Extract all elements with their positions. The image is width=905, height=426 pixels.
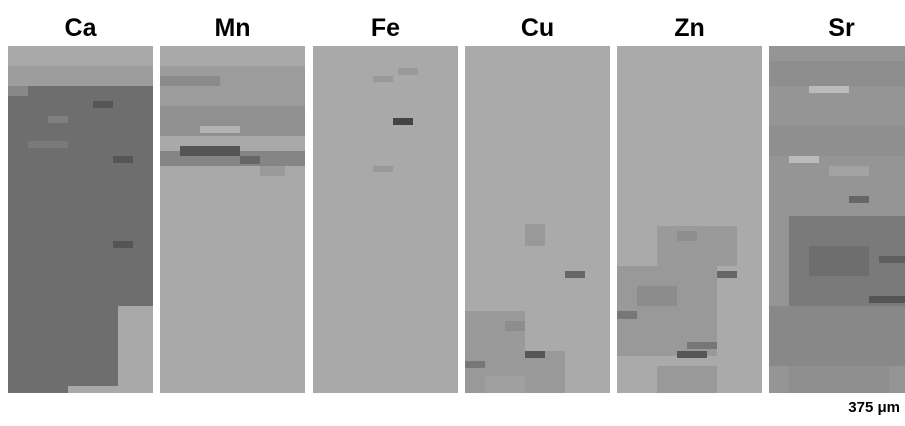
map-pixel-block (525, 351, 545, 358)
element-maps (8, 46, 905, 393)
map-pixel-block (240, 156, 260, 164)
map-pixel-block (113, 156, 133, 163)
element-map (465, 46, 610, 393)
map-pixel-block (869, 296, 905, 303)
panel-label: Ca (65, 14, 98, 42)
map-pixel-block (789, 156, 819, 163)
map-pixel-block (8, 66, 153, 86)
panel-label: Zn (674, 14, 705, 42)
map-pixel-block (829, 166, 869, 176)
map-pixel-block (637, 286, 677, 306)
map-pixel-block (769, 306, 905, 366)
map-pixel-block (809, 86, 849, 93)
element-map (769, 46, 905, 393)
panel-label: Sr (828, 14, 855, 42)
map-pixel-block (113, 241, 133, 248)
scale-bar-label: 375 μm (848, 399, 900, 416)
map-pixel-block (849, 196, 869, 203)
map-pixel-block (525, 224, 545, 246)
map-pixel-block (769, 126, 905, 156)
map-pixel-block (200, 126, 240, 133)
element-map (160, 46, 305, 393)
map-pixel-block (677, 351, 707, 358)
map-pixel-block (398, 68, 418, 75)
map-pixel-block (687, 342, 717, 349)
map-pixel-block (657, 366, 717, 393)
map-pixel-block (485, 376, 525, 393)
panel-label: Mn (214, 14, 250, 42)
panel-label: Fe (371, 14, 400, 42)
map-pixel-block (373, 76, 393, 82)
map-pixel-block (565, 271, 585, 278)
map-pixel-block (313, 46, 458, 393)
element-map (8, 46, 153, 393)
map-pixel-block (769, 61, 905, 86)
map-pixel-block (617, 311, 637, 319)
map-pixel-block (8, 86, 28, 96)
map-pixel-block (8, 386, 68, 393)
panel-label: Cu (521, 14, 554, 42)
map-pixel-block (373, 166, 393, 172)
map-pixel-block (677, 231, 697, 241)
map-pixel-block (505, 321, 525, 331)
map-pixel-block (8, 86, 153, 306)
panel-labels: Ca Mn Fe Cu Zn Sr (65, 14, 855, 42)
element-map (617, 46, 762, 393)
map-pixel-block (48, 116, 68, 123)
map-pixel-block (260, 166, 285, 176)
map-pixel-block (8, 306, 118, 386)
map-pixel-block (809, 246, 869, 276)
map-pixel-block (789, 366, 889, 393)
map-pixel-block (93, 101, 113, 108)
map-pixel-block (180, 146, 240, 156)
map-pixel-block (717, 271, 737, 278)
map-pixel-block (160, 76, 220, 86)
map-pixel-block (393, 118, 413, 125)
map-pixel-block (879, 256, 905, 263)
map-pixel-block (28, 141, 68, 148)
map-pixel-block (465, 361, 485, 368)
element-map (313, 46, 458, 393)
